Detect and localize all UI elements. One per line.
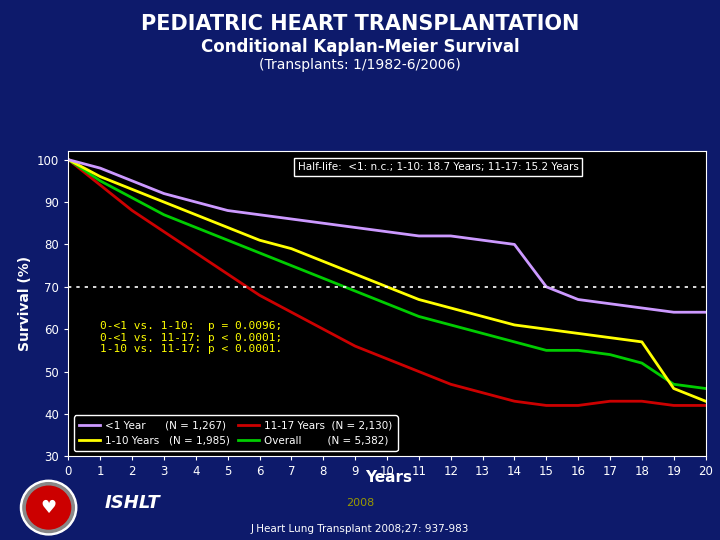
Text: J Heart Lung Transplant 2008;27: 937-983: J Heart Lung Transplant 2008;27: 937-983 [251,524,469,534]
Circle shape [27,486,71,529]
Text: 2008: 2008 [346,498,374,508]
Text: Half-life:  <1: n.c.; 1-10: 18.7 Years; 11-17: 15.2 Years: Half-life: <1: n.c.; 1-10: 18.7 Years; 1… [298,162,579,172]
Y-axis label: Survival (%): Survival (%) [17,256,32,352]
Text: (Transplants: 1/1982-6/2006): (Transplants: 1/1982-6/2006) [259,58,461,72]
Text: PEDIATRIC HEART TRANSPLANTATION: PEDIATRIC HEART TRANSPLANTATION [141,14,579,33]
Text: Years: Years [365,470,413,485]
Text: 0-<1 vs. 1-10:  p = 0.0096;
0-<1 vs. 11-17: p < 0.0001;
1-10 vs. 11-17: p < 0.00: 0-<1 vs. 1-10: p = 0.0096; 0-<1 vs. 11-1… [100,321,282,354]
Text: Conditional Kaplan-Meier Survival: Conditional Kaplan-Meier Survival [201,38,519,56]
Text: ISHLT: ISHLT [104,494,160,512]
Circle shape [20,480,77,535]
Circle shape [23,483,74,532]
Text: ♥: ♥ [40,498,57,517]
Legend: <1 Year      (N = 1,267), 1-10 Years   (N = 1,985), 11-17 Years  (N = 2,130), Ov: <1 Year (N = 1,267), 1-10 Years (N = 1,9… [73,415,397,451]
